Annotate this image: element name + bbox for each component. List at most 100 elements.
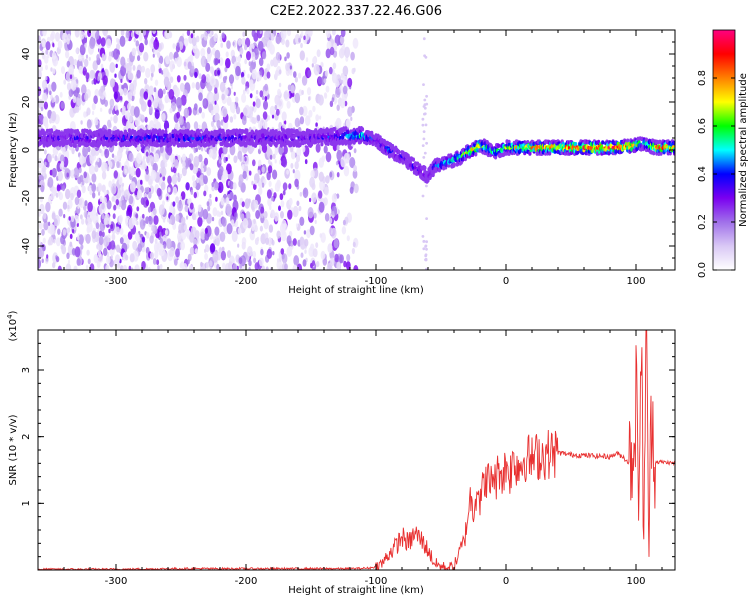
heatmap-cell <box>152 98 159 109</box>
heatmap-cell <box>284 263 288 270</box>
heatmap-cell <box>208 148 214 158</box>
heatmap-cell <box>77 176 82 185</box>
heatmap-cell <box>38 157 44 169</box>
heatmap-cell <box>424 123 428 127</box>
heatmap-cell <box>211 181 215 188</box>
heatmap-cell <box>334 253 339 263</box>
heatmap-cell <box>84 200 88 207</box>
heatmap-cell <box>307 69 312 78</box>
heatmap-cell <box>181 166 187 177</box>
heatmap-cell <box>81 84 87 95</box>
heatmap-cell <box>339 36 345 45</box>
heatmap-cell <box>283 89 290 102</box>
heatmap-cell <box>166 238 172 250</box>
heatmap-cell <box>177 172 180 177</box>
heatmap-cell <box>176 111 181 119</box>
heatmap-cell <box>52 262 56 269</box>
heatmap-cell <box>203 190 207 197</box>
heatmap-cell <box>411 157 415 162</box>
heatmap-cell <box>193 121 199 130</box>
heatmap-cell <box>90 165 96 175</box>
heatmap-cell <box>225 51 229 58</box>
heatmap-cell <box>231 230 238 243</box>
heatmap-cell <box>101 53 105 59</box>
heatmap-cell <box>183 107 190 118</box>
heatmap-cell <box>104 148 110 159</box>
heatmap-cell <box>265 237 270 245</box>
heatmap-cell <box>244 59 248 65</box>
heatmap-cell <box>141 114 145 120</box>
heatmap-cell <box>263 219 269 230</box>
heatmap-cell <box>194 248 198 255</box>
heatmap-cell <box>66 33 71 41</box>
heatmap-cell <box>49 33 55 42</box>
heatmap-cell <box>286 52 290 59</box>
heatmap-cell <box>244 44 248 51</box>
heatmap-cell <box>242 89 246 95</box>
heatmap-cell <box>349 157 356 169</box>
heatmap-cell <box>60 101 65 109</box>
heatmap-cell <box>129 83 135 93</box>
heatmap-cell <box>425 217 428 221</box>
heatmap-cell <box>158 67 162 74</box>
heatmap-cell <box>257 40 264 52</box>
heatmap-cell <box>69 142 73 148</box>
heatmap-cell <box>307 30 313 37</box>
heatmap-cell <box>39 65 43 72</box>
heatmap-cell <box>320 250 326 260</box>
heatmap-cell <box>216 119 221 129</box>
heatmap-cell <box>125 254 129 261</box>
heatmap-cell <box>229 180 234 190</box>
heatmap-cell <box>266 171 271 181</box>
heatmap-cell <box>233 194 237 202</box>
heatmap-cell <box>318 201 325 213</box>
heatmap-cell <box>219 231 226 242</box>
heatmap-cell <box>299 191 303 197</box>
heatmap-cell <box>353 67 356 73</box>
heatmap-cell <box>69 74 73 79</box>
heatmap-cell <box>207 205 211 212</box>
heatmap-cell <box>220 210 224 216</box>
heatmap-cell <box>324 92 328 99</box>
heatmap-cell <box>109 78 115 88</box>
heatmap-cell <box>154 153 160 163</box>
heatmap-cell <box>113 114 118 124</box>
heatmap-cell <box>174 57 178 64</box>
heatmap-cell <box>111 153 115 158</box>
heatmap-cell <box>119 35 126 47</box>
heatmap-cell <box>304 115 311 126</box>
heatmap-cell <box>150 147 154 152</box>
heatmap-cell <box>97 75 100 82</box>
heatmap-cell <box>39 196 44 203</box>
heatmap-cell <box>233 114 237 120</box>
heatmap-cell <box>257 169 261 176</box>
heatmap-cell <box>137 189 143 200</box>
heatmap-cell <box>303 230 307 235</box>
heatmap-cell <box>115 254 120 264</box>
heatmap-cell <box>224 88 229 96</box>
heatmap-cell <box>277 88 281 97</box>
heatmap-cell <box>332 126 336 132</box>
heatmap-cell <box>353 148 357 154</box>
heatmap-cell <box>260 248 264 256</box>
heatmap-cell <box>65 50 70 59</box>
heatmap-cell <box>55 256 60 263</box>
heatmap-cell <box>201 74 207 84</box>
heatmap-cell <box>275 51 281 61</box>
heatmap-cell <box>118 214 123 224</box>
heatmap-cell <box>72 142 76 148</box>
heatmap-cell <box>91 80 94 85</box>
heatmap-cell <box>77 204 80 209</box>
heatmap-cell <box>346 153 350 160</box>
heatmap-cell <box>245 128 249 133</box>
heatmap-cell <box>300 252 304 258</box>
heatmap-cell <box>191 36 197 47</box>
heatmap-cell <box>237 38 242 47</box>
heatmap-cell <box>344 46 351 58</box>
heatmap-cell <box>149 235 154 244</box>
heatmap-cell <box>233 155 238 164</box>
heatmap-cell <box>180 191 186 200</box>
heatmap-cell <box>84 43 87 48</box>
heatmap-cell <box>351 247 355 255</box>
